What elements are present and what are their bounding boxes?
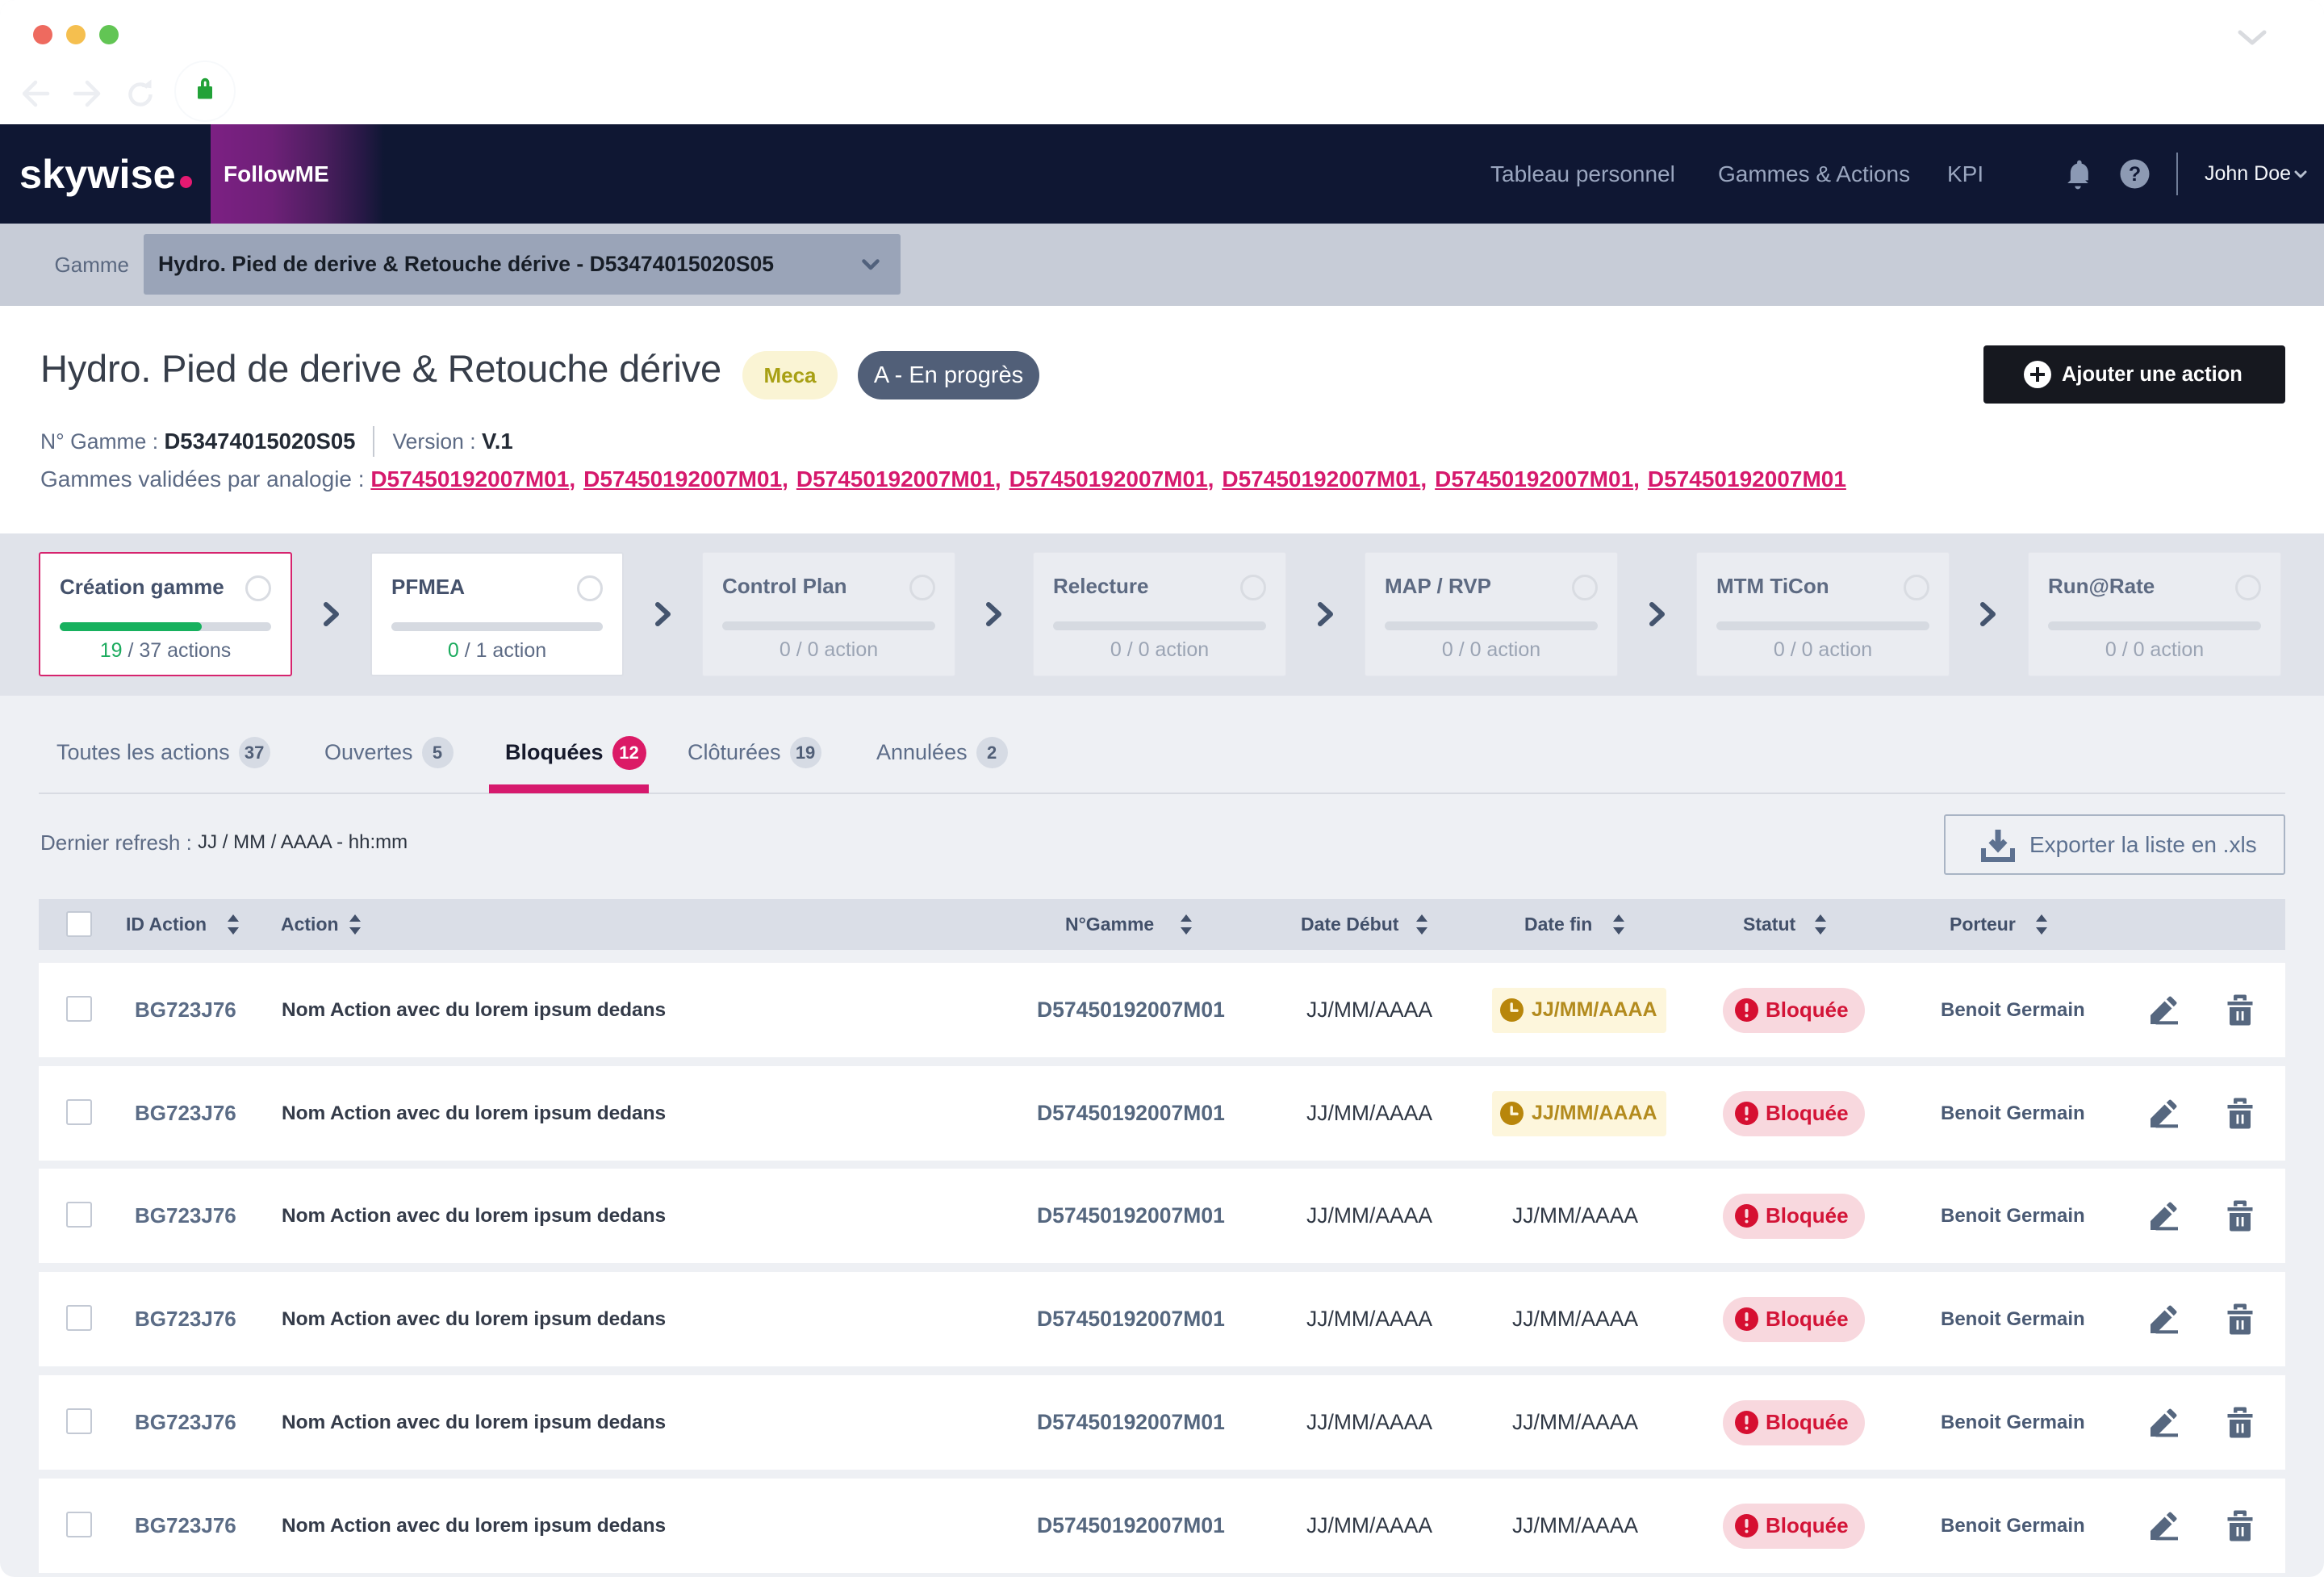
svg-text:?: ? [2129,163,2141,186]
